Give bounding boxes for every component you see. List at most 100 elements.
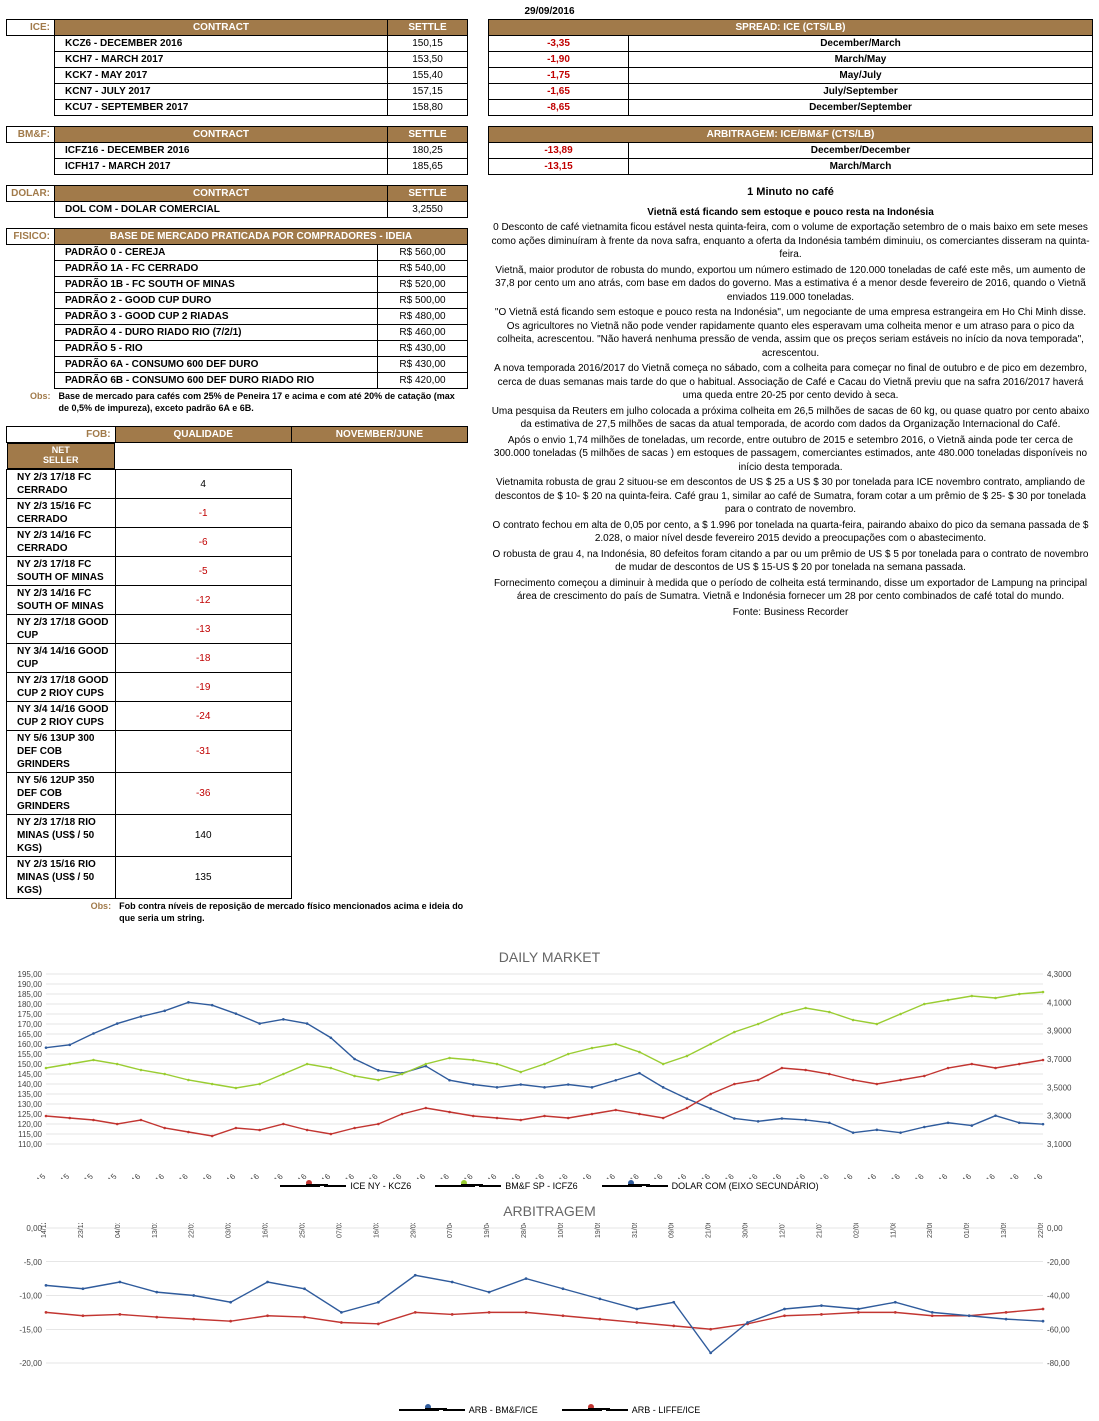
article-p: Fornecimento começou a diminuir à medida… <box>490 577 1091 604</box>
fob-obs-label: Obs: <box>7 899 116 927</box>
fob-name: NY 2/3 17/18 RIO MINAS (US$ / 50 KGS) <box>7 815 116 857</box>
fob-label: FOB: <box>7 427 116 443</box>
fob-val: 140 <box>115 815 291 857</box>
arb-header: ARBITRAGEM: ICE/BM&F (CTS/LB) <box>489 127 1093 143</box>
table-row: PADRÃO 1A - FC CERRADOR$ 540,00 <box>7 261 468 277</box>
svg-text:4,3000: 4,3000 <box>1047 970 1072 979</box>
table-row: NY 2/3 17/18 FC CERRADO4 <box>7 470 468 499</box>
contract-name: ICFZ16 - DECEMBER 2016 <box>55 143 388 159</box>
ice-table: ICE: CONTRACT SETTLE KCZ6 - DECEMBER 201… <box>6 19 468 116</box>
dolar-label: DOLAR: <box>7 186 55 202</box>
fob-val: -1 <box>115 499 291 528</box>
svg-text:165,00: 165,00 <box>18 1030 43 1039</box>
table-row: NY 3/4 14/16 GOOD CUP-18 <box>7 644 468 673</box>
fisico-val: R$ 430,00 <box>378 357 468 373</box>
table-row: NY 2/3 17/18 GOOD CUP 2 RIOY CUPS-19 <box>7 673 468 702</box>
chart2-title: ARBITRAGEM <box>6 1199 1093 1223</box>
svg-text:180,00: 180,00 <box>18 1000 43 1009</box>
spread-val: -8,65 <box>489 100 629 116</box>
spread-val: -1,75 <box>489 68 629 84</box>
table-row: PADRÃO 6A - CONSUMO 600 DEF DUROR$ 430,0… <box>7 357 468 373</box>
svg-text:10/05/16: 10/05/16 <box>558 1223 565 1238</box>
table-row: NY 2/3 15/16 RIO MINAS (US$ / 50 KGS)135 <box>7 857 468 899</box>
svg-text:185,00: 185,00 <box>18 990 43 999</box>
article-p: O contrato fechou em alta de 0,05 por ce… <box>490 519 1091 546</box>
svg-text:22/1/16: 22/1/16 <box>188 1171 214 1178</box>
article-source: Fonte: Business Recorder <box>490 606 1091 620</box>
svg-text:12/8/16: 12/8/16 <box>877 1171 903 1178</box>
svg-text:175,00: 175,00 <box>18 1010 43 1019</box>
svg-text:25/3/16: 25/3/16 <box>402 1171 428 1178</box>
svg-text:16/02/16: 16/02/16 <box>263 1223 270 1238</box>
contract-name: KCH7 - MARCH 2017 <box>55 52 388 68</box>
article-p: A nova temporada 2016/2017 do Vietnã com… <box>490 362 1091 403</box>
svg-text:09/06/16: 09/06/16 <box>669 1223 676 1238</box>
svg-text:8/4/16: 8/4/16 <box>453 1171 475 1178</box>
contract-name: DOL COM - DOLAR COMERCIAL <box>55 202 388 218</box>
spread-label: May/July <box>629 68 1093 84</box>
article-subtitle: Vietnã está ficando sem estoque e pouco … <box>490 206 1091 220</box>
table-row: NY 3/4 14/16 GOOD CUP 2 RIOY CUPS-24 <box>7 702 468 731</box>
svg-text:120,00: 120,00 <box>18 1120 43 1129</box>
article: 1 Minuto no café Vietnã está ficando sem… <box>488 185 1093 619</box>
svg-text:125,00: 125,00 <box>18 1110 43 1119</box>
svg-text:170,00: 170,00 <box>18 1020 43 1029</box>
svg-text:8/1/16: 8/1/16 <box>144 1171 166 1178</box>
svg-text:30/06/16: 30/06/16 <box>743 1223 750 1238</box>
svg-text:19/2/16: 19/2/16 <box>283 1171 309 1178</box>
svg-text:28/04/16: 28/04/16 <box>521 1223 528 1238</box>
svg-text:-40,00: -40,00 <box>1047 1291 1070 1300</box>
svg-text:29/03/16: 29/03/16 <box>410 1223 417 1238</box>
legend-arb-bmf: ARB - BM&F/ICE <box>399 1405 538 1415</box>
svg-text:07/03/16: 07/03/16 <box>336 1223 343 1238</box>
svg-text:15/7/16: 15/7/16 <box>782 1171 808 1178</box>
svg-text:15/4/16: 15/4/16 <box>473 1171 499 1178</box>
svg-text:13/5/16: 13/5/16 <box>568 1171 594 1178</box>
svg-text:-20,00: -20,00 <box>1047 1257 1070 1266</box>
table-row: -13,15March/March <box>489 159 1093 175</box>
svg-text:23/08/16: 23/08/16 <box>927 1223 934 1238</box>
fob-name: NY 2/3 17/18 FC SOUTH OF MINAS <box>7 557 116 586</box>
table-row: NY 2/3 14/16 FC SOUTH OF MINAS-12 <box>7 586 468 615</box>
svg-text:4/3/16: 4/3/16 <box>334 1171 356 1178</box>
table-row: KCH7 - MARCH 2017153,50 <box>7 52 468 68</box>
svg-text:26/8/16: 26/8/16 <box>924 1171 950 1178</box>
svg-text:1/1/16: 1/1/16 <box>120 1171 142 1178</box>
table-row: PADRÃO 4 - DURO RIADO RIO (7/2/1)R$ 460,… <box>7 325 468 341</box>
fisico-val: R$ 500,00 <box>378 293 468 309</box>
svg-text:160,00: 160,00 <box>18 1040 43 1049</box>
fisico-name: PADRÃO 6B - CONSUMO 600 DEF DURO RIADO R… <box>55 373 378 389</box>
fob-val: -5 <box>115 557 291 586</box>
article-p: O robusta de grau 4, na Indonésia, 80 de… <box>490 548 1091 575</box>
svg-text:11/12/15: 11/12/15 <box>43 1171 71 1178</box>
bmf-table: BM&F: CONTRACT SETTLE ICFZ16 - DECEMBER … <box>6 126 468 175</box>
svg-text:115,00: 115,00 <box>18 1130 42 1139</box>
svg-text:22/4/16: 22/4/16 <box>497 1171 523 1178</box>
fob-name: NY 2/3 15/16 FC CERRADO <box>7 499 116 528</box>
svg-text:22/01/16: 22/01/16 <box>189 1223 196 1238</box>
fisico-val: R$ 430,00 <box>378 341 468 357</box>
table-row: DOL COM - DOLAR COMERCIAL3,2550 <box>7 202 468 218</box>
fob-val: -13 <box>115 615 291 644</box>
svg-text:16/9/16: 16/9/16 <box>995 1171 1021 1178</box>
fob-name: NY 3/4 14/16 GOOD CUP <box>7 644 116 673</box>
contract-name: KCK7 - MAY 2017 <box>55 68 388 84</box>
fisico-obs-label: Obs: <box>7 389 55 417</box>
chart2-legend: ARB - BM&F/ICE ARB - LIFFE/ICE <box>6 1405 1093 1415</box>
svg-text:23/9/16: 23/9/16 <box>1019 1171 1045 1178</box>
fisico-name: PADRÃO 2 - GOOD CUP DURO <box>55 293 378 309</box>
svg-text:23/12/15: 23/12/15 <box>78 1223 85 1238</box>
fob-val: -36 <box>115 773 291 815</box>
fob-table: FOB: QUALIDADE NOVEMBER/JUNE NET SELLER … <box>6 426 468 926</box>
svg-text:19/8/16: 19/8/16 <box>900 1171 926 1178</box>
svg-text:25/02/16: 25/02/16 <box>299 1223 306 1238</box>
contract-value: 3,2550 <box>388 202 468 218</box>
fisico-name: PADRÃO 0 - CEREJA <box>55 245 378 261</box>
svg-text:-80,00: -80,00 <box>1047 1359 1070 1368</box>
svg-text:3,9000: 3,9000 <box>1047 1026 1072 1035</box>
svg-text:13/01/16: 13/01/16 <box>152 1223 159 1238</box>
spread-table: SPREAD: ICE (CTS/LB) -3,35December/March… <box>488 19 1093 116</box>
contract-name: KCZ6 - DECEMBER 2016 <box>55 36 388 52</box>
fob-val: -19 <box>115 673 291 702</box>
contract-value: 150,15 <box>388 36 468 52</box>
